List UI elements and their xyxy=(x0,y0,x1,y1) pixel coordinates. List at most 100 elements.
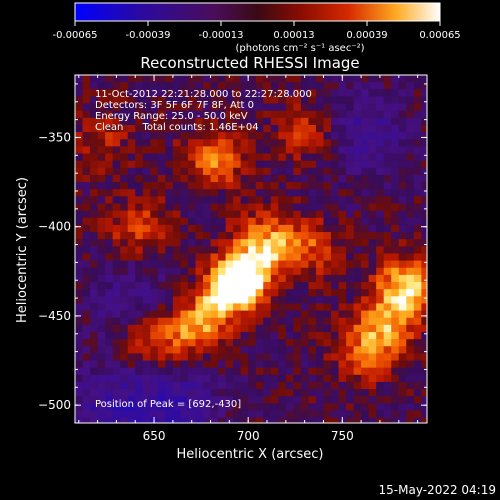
heatmap-cell xyxy=(383,289,392,297)
heatmap-cell xyxy=(300,182,310,190)
heatmap-cell xyxy=(97,389,106,397)
heatmap-cell xyxy=(263,381,272,390)
heatmap-cell xyxy=(187,203,197,212)
heatmap-cell xyxy=(225,260,234,269)
heatmap-cell xyxy=(240,289,249,297)
heatmap-cell xyxy=(406,139,415,147)
heatmap-cell xyxy=(391,210,400,219)
heatmap-cell xyxy=(97,203,106,212)
heatmap-cell xyxy=(421,203,427,212)
heatmap-cell xyxy=(180,346,189,354)
heatmap-cell xyxy=(413,146,422,155)
heatmap-cell xyxy=(112,239,121,247)
heatmap-cell xyxy=(293,410,302,419)
heatmap-cell xyxy=(157,317,166,326)
heatmap-cell xyxy=(165,124,174,133)
heatmap-cell xyxy=(338,260,347,269)
heatmap-cell xyxy=(406,267,415,276)
heatmap-cell xyxy=(255,82,264,90)
heatmap-cell xyxy=(97,182,106,190)
heatmap-cell xyxy=(210,381,219,390)
heatmap-cell xyxy=(353,167,362,176)
heatmap-cell xyxy=(105,381,114,390)
heatmap-cell xyxy=(285,331,294,340)
heatmap-cell xyxy=(406,396,415,404)
heatmap-cell xyxy=(383,253,392,262)
heatmap-cell xyxy=(406,331,415,340)
heatmap-cell xyxy=(112,210,121,219)
heatmap-cell xyxy=(120,182,129,190)
heatmap-cell xyxy=(157,367,166,376)
heatmap-cell xyxy=(391,360,400,369)
heatmap-cell xyxy=(308,96,317,105)
heatmap-cell xyxy=(361,189,370,197)
heatmap-cell xyxy=(346,132,355,140)
heatmap-cell xyxy=(338,274,347,283)
heatmap-cell xyxy=(248,210,257,219)
heatmap-cell xyxy=(97,174,106,183)
heatmap-cell xyxy=(210,317,219,326)
heatmap-cell xyxy=(323,146,332,155)
heatmap-cell xyxy=(368,203,377,212)
heatmap-cell xyxy=(172,260,182,269)
heatmap-cell xyxy=(142,253,151,262)
heatmap-cell xyxy=(112,153,121,162)
heatmap-cell xyxy=(82,110,91,119)
heatmap-cell xyxy=(353,317,362,326)
heatmap-cell xyxy=(105,360,114,369)
heatmap-cell xyxy=(421,339,427,347)
heatmap-cell xyxy=(421,303,427,312)
heatmap-cell xyxy=(248,146,257,155)
heatmap-cell xyxy=(376,103,385,112)
heatmap-cell xyxy=(240,82,249,90)
heatmap-cell xyxy=(255,182,264,190)
heatmap-cell xyxy=(368,389,377,397)
heatmap-cell xyxy=(353,310,362,319)
heatmap-cell xyxy=(323,367,332,376)
heatmap-cell xyxy=(142,403,151,412)
heatmap-cell xyxy=(323,110,332,119)
heatmap-cell xyxy=(293,132,302,140)
heatmap-cell xyxy=(105,182,114,190)
heatmap-cell xyxy=(248,117,257,126)
heatmap-cell xyxy=(127,274,136,283)
heatmap-cell xyxy=(331,232,340,240)
heatmap-cell xyxy=(315,160,325,169)
heatmap-cell xyxy=(353,196,362,205)
heatmap-cell xyxy=(391,117,400,126)
heatmap-cell xyxy=(150,389,159,397)
heatmap-cell xyxy=(165,232,174,240)
heatmap-cell xyxy=(398,274,407,283)
heatmap-cell xyxy=(353,239,362,247)
heatmap-cell xyxy=(285,417,294,423)
heatmap-cell xyxy=(361,124,370,133)
heatmap-cell xyxy=(172,203,182,212)
heatmap-cell xyxy=(127,217,136,226)
heatmap-cell xyxy=(406,75,415,83)
heatmap-cell xyxy=(127,174,136,183)
heatmap-cell xyxy=(361,139,370,147)
heatmap-cell xyxy=(195,110,204,119)
heatmap-cell xyxy=(278,282,287,290)
colorbar-tick-label: -0.00065 xyxy=(53,30,98,41)
heatmap-cell xyxy=(270,253,279,262)
heatmap-cell xyxy=(157,331,166,340)
heatmap-cell xyxy=(338,303,347,312)
heatmap-cell xyxy=(368,75,377,83)
heatmap-cell xyxy=(142,360,151,369)
heatmap-cell xyxy=(112,124,121,133)
heatmap-cell xyxy=(338,124,347,133)
heatmap-cell xyxy=(180,103,189,112)
heatmap-cell xyxy=(142,82,151,90)
heatmap-cell xyxy=(353,260,362,269)
heatmap-cell xyxy=(187,224,197,233)
heatmap-cell xyxy=(255,174,264,183)
heatmap-cell xyxy=(278,203,287,212)
heatmap-cell xyxy=(248,167,257,176)
heatmap-cell xyxy=(112,403,121,412)
heatmap-cell xyxy=(383,110,392,119)
heatmap-cell xyxy=(413,153,422,162)
heatmap-cell xyxy=(75,217,84,226)
heatmap-cell xyxy=(180,232,189,240)
heatmap-cell xyxy=(346,296,355,305)
